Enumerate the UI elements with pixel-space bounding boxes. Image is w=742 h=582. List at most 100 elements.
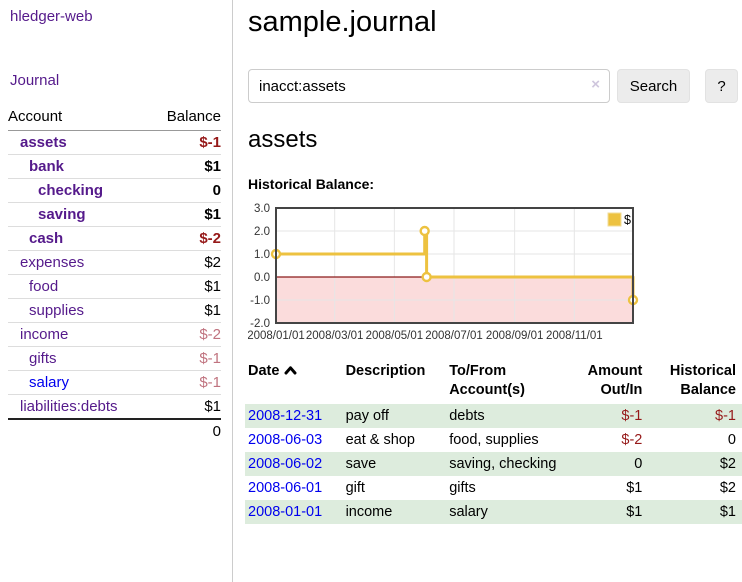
account-balance: $-1 (199, 350, 221, 367)
account-link-food[interactable]: food (29, 278, 59, 295)
column-header-tofrom-line2: Account(s) (449, 382, 525, 398)
svg-text:2.0: 2.0 (254, 226, 270, 238)
help-button[interactable]: ? (705, 69, 738, 103)
transaction-date-link[interactable]: 2008-06-03 (248, 432, 323, 448)
account-balance: $1 (204, 158, 221, 175)
clear-search-icon[interactable]: × (591, 76, 600, 93)
transaction-row: 2008-06-02 save saving, checking 0 $2 (245, 452, 742, 476)
register-table: Date Description To/From Account(s) Amou… (245, 360, 742, 524)
transaction-description: income (345, 504, 393, 520)
column-header-tofrom: To/From Account(s) (446, 360, 557, 404)
account-row: cash $-2 (8, 226, 221, 250)
sort-ascending-icon (284, 362, 297, 381)
account-balance: $1 (204, 398, 221, 415)
column-header-date-label: Date (248, 363, 280, 379)
account-link-liabilities-debts[interactable]: liabilities:debts (20, 398, 118, 415)
search-input-wrap: × (248, 69, 610, 103)
account-row: gifts $-1 (8, 346, 221, 370)
account-balance: $-2 (199, 230, 221, 247)
column-header-date[interactable]: Date (245, 360, 343, 404)
svg-text:2008/01/01: 2008/01/01 (248, 330, 305, 342)
column-header-balance-line2: Balance (680, 382, 736, 398)
column-header-balance: Historical Balance (642, 360, 742, 404)
svg-text:-2.0: -2.0 (250, 318, 270, 330)
svg-text:2008/07/01: 2008/07/01 (425, 330, 483, 342)
app-brand-link[interactable]: hledger-web (10, 8, 93, 25)
account-link-assets[interactable]: assets (20, 134, 67, 151)
account-link-cash[interactable]: cash (29, 230, 64, 247)
transaction-date-link[interactable]: 2008-06-02 (248, 456, 323, 472)
account-link-expenses[interactable]: expenses (20, 254, 85, 271)
svg-text:2008/09/01: 2008/09/01 (486, 330, 544, 342)
chart-title: Historical Balance: (248, 176, 375, 192)
search-input[interactable] (248, 69, 610, 103)
accounts-header: Account Balance (8, 105, 221, 131)
account-row: checking 0 (8, 178, 221, 202)
search-form: × Search ? (248, 69, 738, 103)
transaction-date-link[interactable]: 2008-06-01 (248, 480, 323, 496)
accounts-total-value: 0 (212, 423, 221, 440)
register-header-row: Date Description To/From Account(s) Amou… (245, 360, 742, 404)
column-header-balance-line1: Historical (669, 363, 736, 379)
account-row: income $-2 (8, 322, 221, 346)
transaction-balance: $2 (719, 456, 736, 472)
transaction-balance: 0 (727, 432, 736, 448)
account-heading: assets (248, 126, 318, 153)
account-row: expenses $2 (8, 250, 221, 274)
search-button[interactable]: Search (617, 69, 690, 103)
account-link-gifts[interactable]: gifts (29, 350, 57, 367)
account-link-saving[interactable]: saving (38, 206, 86, 223)
transaction-accounts: debts (449, 408, 485, 424)
account-balance: $1 (204, 206, 221, 223)
account-balance: $1 (204, 302, 221, 319)
column-header-description: Description (345, 363, 426, 379)
transaction-date-link[interactable]: 2008-01-01 (248, 504, 323, 520)
account-balance: $-1 (199, 134, 221, 151)
transaction-amount: $1 (626, 504, 643, 520)
accounts-header-account: Account (8, 108, 63, 125)
account-balance: $-2 (199, 326, 221, 343)
account-balance: $2 (204, 254, 221, 271)
transaction-balance: $2 (719, 480, 736, 496)
account-row: supplies $1 (8, 298, 221, 322)
transaction-accounts: salary (449, 504, 488, 520)
accounts-total-row: 0 (8, 418, 221, 443)
main-content: sample.journal × Search ? assets Histori… (245, 0, 742, 582)
account-link-bank[interactable]: bank (29, 158, 65, 175)
svg-text:1.0: 1.0 (254, 249, 270, 261)
account-link-supplies[interactable]: supplies (29, 302, 85, 319)
transaction-amount: $-2 (621, 432, 643, 448)
transaction-balance: $-1 (715, 408, 736, 424)
transaction-row: 2008-12-31 pay off debts $-1 $-1 (245, 404, 742, 428)
transaction-description: gift (345, 480, 365, 496)
transaction-amount: $-1 (621, 408, 643, 424)
account-balance: $1 (204, 278, 221, 295)
transaction-amount: $1 (626, 480, 643, 496)
account-balance: 0 (212, 182, 221, 199)
transaction-accounts: saving, checking (449, 456, 557, 472)
svg-text:2008/03/01: 2008/03/01 (306, 330, 364, 342)
account-link-salary[interactable]: salary (29, 374, 70, 391)
account-row: salary $-1 (8, 370, 221, 394)
sidebar: hledger-web Journal Account Balance asse… (0, 0, 233, 582)
transaction-row: 2008-01-01 income salary $1 $1 (245, 500, 742, 524)
transaction-row: 2008-06-03 eat & shop food, supplies $-2… (245, 428, 742, 452)
column-header-amount-line1: Amount (587, 363, 643, 379)
svg-text:2008/05/01: 2008/05/01 (366, 330, 424, 342)
accounts-header-balance: Balance (166, 108, 221, 125)
account-row: bank $1 (8, 154, 221, 178)
column-header-amount: Amount Out/In (557, 360, 643, 404)
svg-text:-1.0: -1.0 (250, 295, 270, 307)
svg-text:2008/11/01: 2008/11/01 (546, 330, 603, 342)
transaction-row: 2008-06-01 gift gifts $1 $2 (245, 476, 742, 500)
account-row: saving $1 (8, 202, 221, 226)
account-row: liabilities:debts $1 (8, 394, 221, 418)
account-link-checking[interactable]: checking (38, 182, 104, 199)
transaction-description: pay off (345, 408, 389, 424)
transaction-date-link[interactable]: 2008-12-31 (248, 408, 323, 424)
svg-text:3.0: 3.0 (254, 203, 270, 215)
account-row: assets $-1 (8, 131, 221, 154)
column-header-tofrom-line1: To/From (449, 363, 507, 379)
sidebar-item-journal[interactable]: Journal (10, 72, 60, 89)
account-link-income[interactable]: income (20, 326, 69, 343)
